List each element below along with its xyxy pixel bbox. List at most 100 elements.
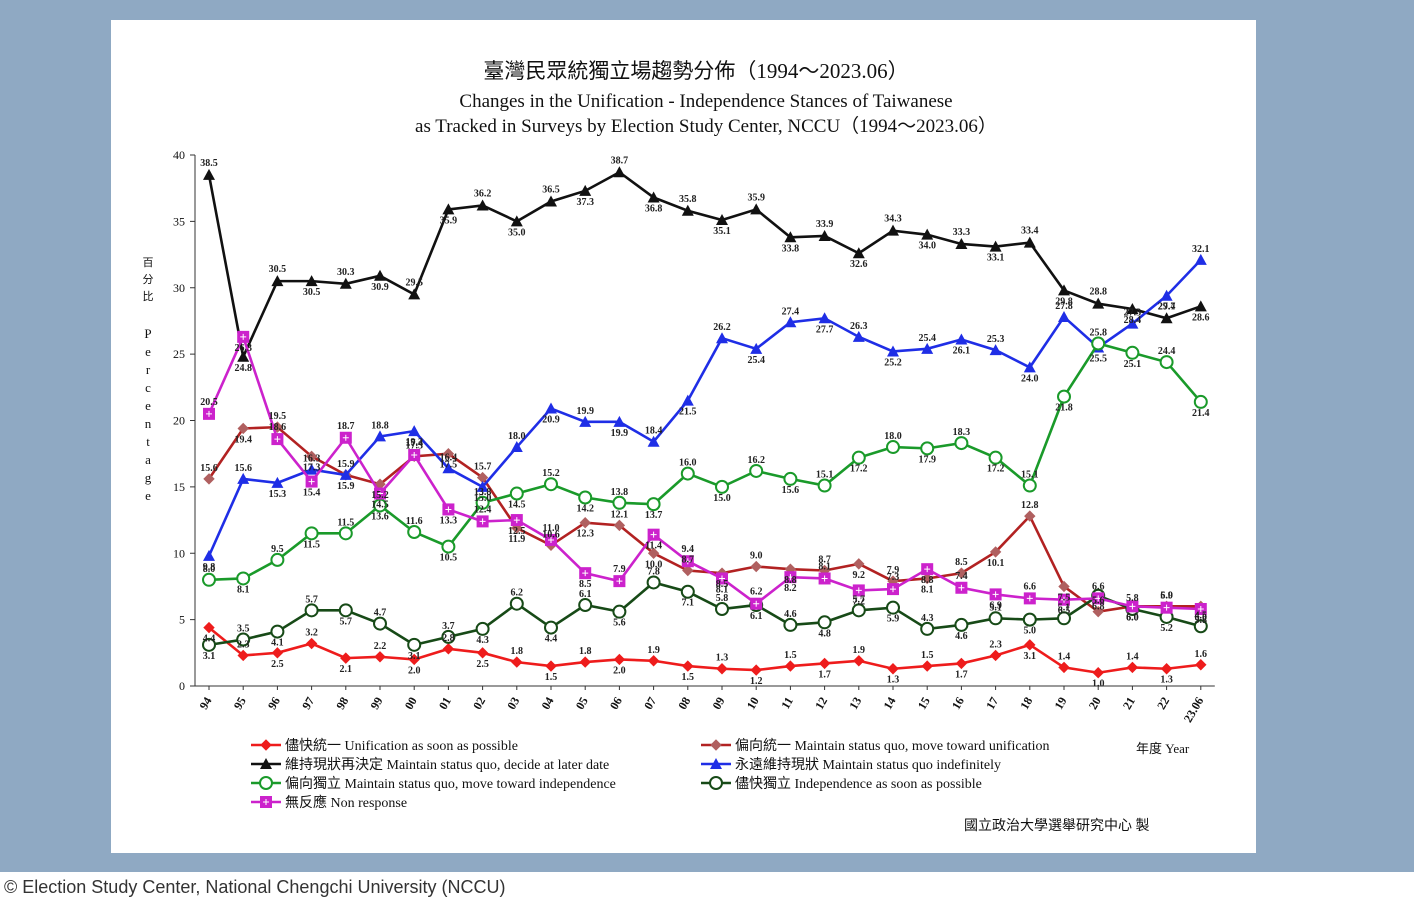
data-label: 25.1 [1124,359,1142,370]
data-point [1022,478,1037,493]
x-tick-label: 13 [846,695,864,712]
data-label: 27.8 [1055,301,1073,312]
data-point-cross [1061,596,1067,603]
x-tick-label: 04 [538,695,556,712]
data-label: 2.8 [442,633,455,644]
data-point-cross [240,333,247,340]
data-label: 1.5 [682,672,695,683]
data-label: 8.1 [237,584,250,595]
data-label: 6.6 [1092,581,1105,592]
data-label: 16.2 [747,455,765,466]
legend-label: 無反應 Non response [285,794,407,811]
data-label: 5.8 [1195,615,1208,626]
data-point [887,345,899,357]
data-point [989,649,1002,662]
data-label: 36.2 [474,188,492,199]
data-label: 13.8 [474,487,492,498]
data-point [203,549,215,561]
data-point [305,637,318,650]
data-point [852,330,865,342]
y-axis-title-en-char: P [144,326,151,341]
data-label: 20.5 [200,397,218,408]
data-label: 7.5 [1058,592,1071,603]
data-point [407,637,422,652]
data-point [408,288,421,300]
data-label: 11.6 [406,516,423,527]
data-label: 8.5 [716,579,729,590]
data-label: 33.1 [987,253,1005,264]
chart-title-zh: 臺灣民眾統獨立場趨勢分佈（1994～2023.06） [483,59,908,83]
data-point-cross [958,584,965,591]
chart-svg: 臺灣民眾統獨立場趨勢分佈（1994～2023.06） Changes in th… [143,59,1215,834]
data-label: 8.5 [579,579,592,590]
y-tick-label: 30 [173,281,185,295]
data-point [749,463,764,478]
data-point [954,617,969,632]
series-2 [203,166,1207,362]
data-point-cross [1197,606,1204,613]
data-label: 8.8 [921,575,934,586]
data-point [441,629,456,644]
data-label: 13.7 [645,510,663,521]
data-point [476,647,489,659]
data-point-cross [263,799,269,805]
data-label: 8.8 [784,575,797,586]
data-point [818,312,831,324]
legend-item: 偏向統一 Maintain status quo, move toward un… [701,738,1050,754]
data-point [920,621,935,636]
data-point [750,560,762,573]
data-label: 19.5 [269,411,287,422]
data-point [851,450,866,465]
data-label: 1.9 [853,645,866,656]
data-labels: 4.4 2.3 2.5 3.2 2.1 2.2 2.0 2.8 2.5 1.8 1.5 1.8 2.0 1… [200,155,1209,689]
data-point [305,463,318,475]
data-label: 5.8 [1126,593,1139,604]
x-tick-label: 09 [709,695,727,712]
data-point [954,436,969,451]
data-point [612,604,627,619]
data-point [202,572,216,587]
data-point [681,204,694,216]
data-point [1092,667,1104,679]
data-point [710,739,722,751]
series-4 [202,336,1208,587]
x-tick-label: 19 [1051,695,1069,712]
data-label: 28.6 [1192,312,1210,323]
data-label: 5.7 [340,616,353,627]
data-point [442,643,455,655]
data-point [818,229,831,241]
x-tick-label: 95 [231,695,249,712]
legend-item: 維持現狀再決定 Maintain status quo, decide at l… [251,757,609,773]
data-label: 35.8 [679,194,697,205]
y-tick-label: 35 [173,214,185,228]
series-line [208,626,1201,675]
data-point [509,486,524,501]
data-label: 30.5 [269,264,287,275]
data-point [202,637,216,652]
legend-label: 儘快獨立 Independence as soon as possible [735,776,982,792]
data-label: 4.7 [374,608,387,619]
data-point [1126,661,1139,674]
data-point-cross [753,600,760,607]
data-label: 10.1 [987,558,1005,569]
data-label: 12.8 [1021,500,1039,511]
y-axis-title-en-char: t [146,434,150,449]
data-label: 25.5 [1089,353,1107,364]
data-label: 1.3 [1160,675,1173,686]
data-point [305,275,318,287]
data-point [613,653,626,666]
data-point [1194,300,1207,312]
data-point [750,664,762,676]
data-label: 25.4 [747,355,765,366]
y-tick-label: 15 [173,480,185,494]
data-point [259,776,273,790]
data-label: 15.3 [269,489,287,500]
data-label: 13.3 [440,515,458,526]
data-label: 6.2 [511,588,524,599]
data-label: 17.4 [405,438,423,449]
series-line [207,333,1201,611]
legend-item: 無反應 Non response [251,794,407,811]
data-point [921,660,933,672]
data-point [818,657,831,670]
data-point [783,471,798,486]
